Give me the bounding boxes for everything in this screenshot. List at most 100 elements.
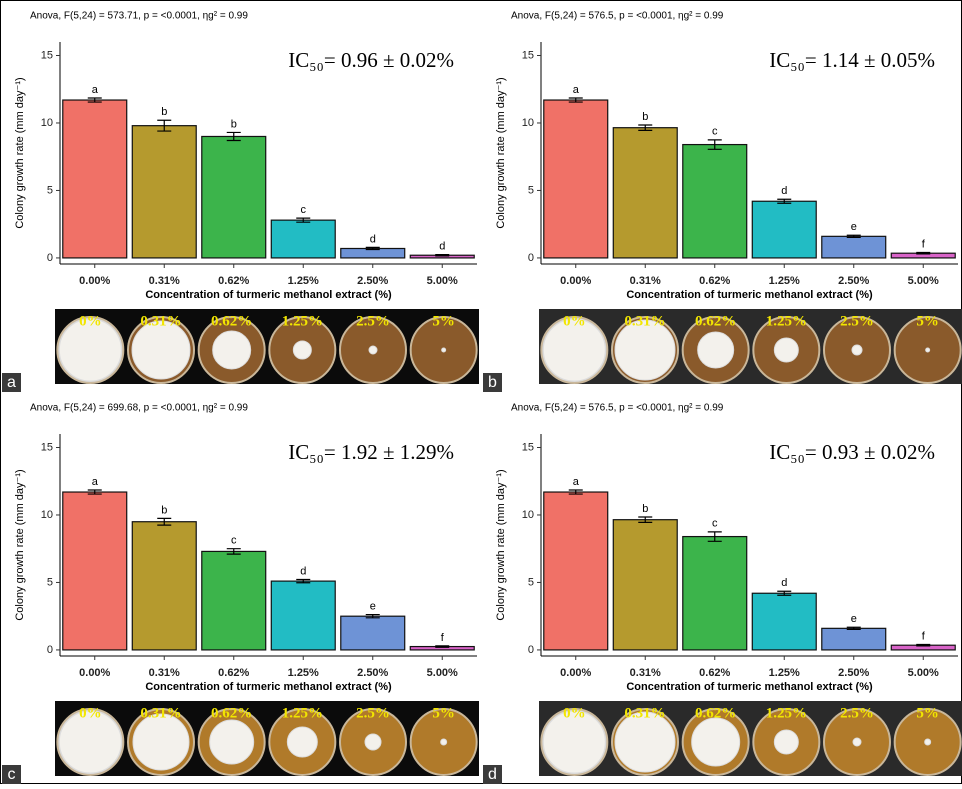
photo-label: 0.62% — [211, 313, 252, 329]
significance-label: e — [851, 221, 857, 233]
panel-label: a — [7, 374, 16, 391]
annotation: IC₅₀= 0.96 ± 0.02% — [288, 48, 454, 72]
bar — [683, 537, 747, 650]
photo-label: 0% — [563, 705, 586, 721]
bar — [341, 616, 405, 650]
bar — [202, 551, 266, 650]
fungal-colony — [926, 348, 930, 352]
significance-label: a — [573, 84, 580, 96]
fungal-colony — [133, 714, 189, 770]
significance-label: b — [231, 118, 237, 130]
fungal-colony — [853, 738, 861, 746]
bar — [822, 236, 886, 258]
fungal-colony — [774, 730, 798, 754]
photo-label: 1.25% — [282, 313, 323, 329]
subtitle: Anova, F(5,24) = 576.5, p = <0.0001, ηg²… — [511, 403, 724, 414]
fungal-colony — [441, 739, 447, 745]
significance-label: c — [712, 126, 718, 138]
bar — [822, 628, 886, 650]
x-tick-label: 1.25% — [288, 667, 319, 679]
significance-label: e — [851, 613, 857, 625]
fungal-colony — [132, 321, 190, 379]
significance-label: f — [922, 238, 926, 250]
photo-label: 2.5% — [356, 313, 390, 329]
photo-label: 0.62% — [695, 705, 736, 721]
significance-label: d — [781, 185, 787, 197]
y-tick-label: 0 — [47, 252, 53, 264]
bar — [63, 100, 127, 258]
bar — [132, 126, 196, 258]
fungal-colony — [852, 345, 862, 355]
fungal-colony — [925, 739, 931, 745]
photo-label: 5% — [432, 705, 455, 721]
fungal-colony — [692, 718, 740, 766]
photo-label: 1.25% — [282, 705, 323, 721]
x-tick-label: 1.25% — [769, 275, 800, 287]
photo-label: 0% — [79, 313, 102, 329]
significance-label: f — [441, 632, 445, 644]
y-tick-label: 5 — [528, 576, 534, 588]
x-axis-title: Concentration of turmeric methanol extra… — [626, 681, 873, 693]
y-axis-title: Colony growth rate (mm day⁻¹) — [495, 77, 507, 228]
x-tick-label: 5.00% — [427, 667, 458, 679]
fungal-colony — [293, 341, 311, 359]
y-tick-label: 0 — [528, 644, 534, 656]
photo-label: 5% — [916, 705, 939, 721]
x-tick-label: 0.62% — [699, 275, 730, 287]
x-tick-label: 0.00% — [560, 667, 591, 679]
fungal-colony — [365, 734, 381, 750]
bar — [202, 136, 266, 257]
photo-label: 0.62% — [211, 705, 252, 721]
photo-label: 0.31% — [624, 313, 665, 329]
fungal-colony — [442, 348, 446, 352]
photo-label: 0.31% — [624, 705, 665, 721]
significance-label: f — [922, 630, 926, 642]
bar — [544, 100, 608, 258]
x-tick-label: 0.00% — [79, 275, 110, 287]
significance-label: c — [301, 204, 307, 216]
photo-label: 5% — [916, 313, 939, 329]
x-axis-title: Concentration of turmeric methanol extra… — [626, 289, 873, 301]
photo-label: 2.5% — [356, 705, 390, 721]
x-tick-label: 2.50% — [838, 667, 869, 679]
x-tick-label: 1.25% — [288, 275, 319, 287]
significance-label: a — [573, 476, 580, 488]
photo-label: 2.5% — [840, 705, 874, 721]
bar — [683, 145, 747, 258]
x-tick-label: 5.00% — [427, 275, 458, 287]
subtitle: Anova, F(5,24) = 573.71, p = <0.0001, ηg… — [30, 11, 248, 22]
bar — [544, 492, 608, 650]
x-tick-label: 2.50% — [838, 275, 869, 287]
significance-label: b — [161, 106, 167, 118]
photo-label: 5% — [432, 313, 455, 329]
x-tick-label: 0.62% — [218, 667, 249, 679]
photo-label: 0.62% — [695, 313, 736, 329]
significance-label: d — [300, 565, 306, 577]
fungal-colony — [287, 727, 317, 757]
photo-label: 1.25% — [766, 705, 807, 721]
bar — [132, 522, 196, 650]
x-tick-label: 5.00% — [908, 667, 939, 679]
x-axis-title: Concentration of turmeric methanol extra… — [145, 289, 392, 301]
x-tick-label: 0.31% — [630, 275, 661, 287]
bar — [613, 128, 677, 258]
y-tick-label: 15 — [41, 441, 53, 453]
bar — [752, 201, 816, 258]
photo-label: 0% — [563, 313, 586, 329]
bar — [613, 520, 677, 650]
y-tick-label: 15 — [522, 49, 534, 61]
annotation: IC₅₀= 1.92 ± 1.29% — [288, 440, 454, 464]
significance-label: d — [370, 233, 376, 245]
significance-label: a — [92, 476, 99, 488]
x-tick-label: 0.62% — [699, 667, 730, 679]
x-tick-label: 0.00% — [79, 667, 110, 679]
fungal-colony — [369, 346, 377, 354]
panel-label: d — [488, 766, 497, 783]
panel-label: c — [8, 766, 16, 783]
y-tick-label: 15 — [41, 49, 53, 61]
fungal-colony — [210, 720, 254, 764]
x-tick-label: 5.00% — [908, 275, 939, 287]
significance-label: c — [231, 535, 237, 547]
annotation: IC₅₀= 0.93 ± 0.02% — [769, 440, 935, 464]
y-tick-label: 5 — [528, 184, 534, 196]
